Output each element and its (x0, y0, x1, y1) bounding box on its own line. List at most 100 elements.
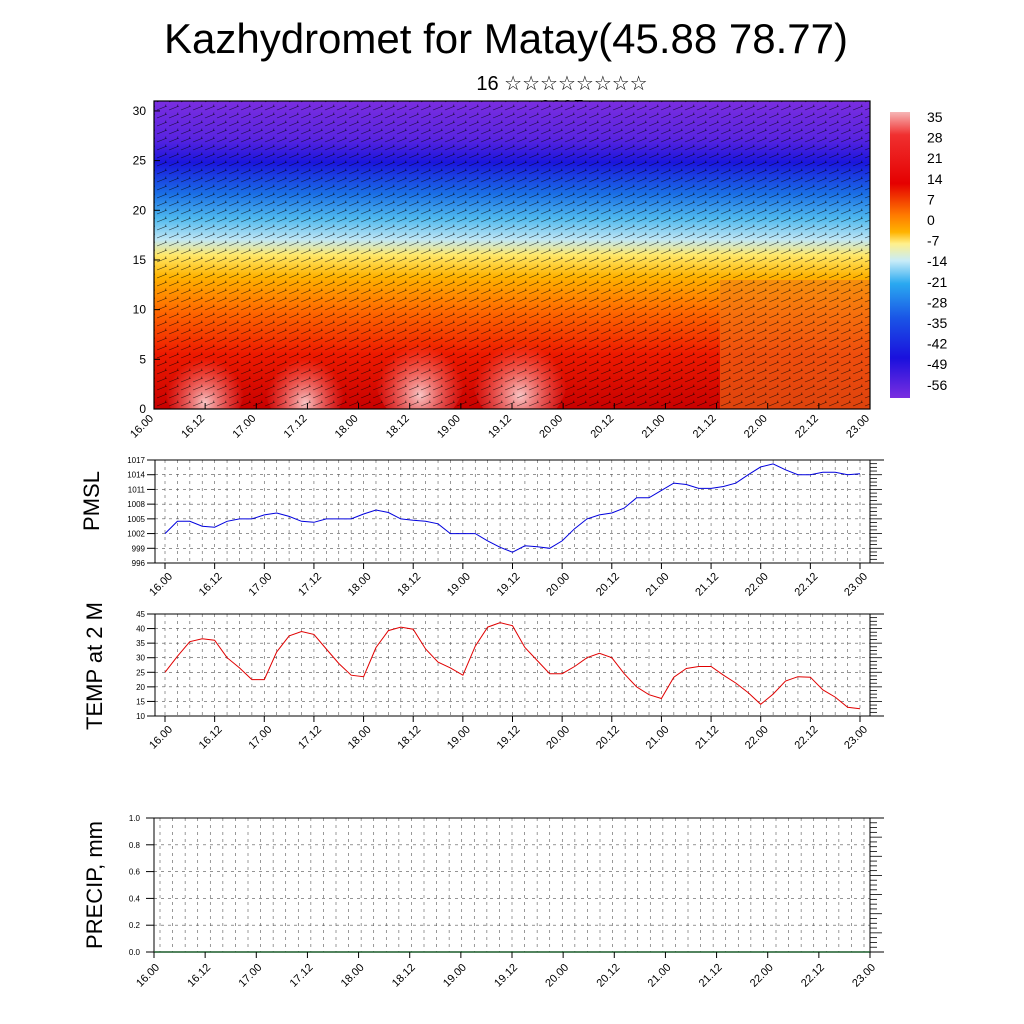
y-tick-label: 1011 (128, 485, 146, 494)
y-tick-label: 10 (136, 712, 145, 721)
x-tick-label: 23.00 (842, 571, 870, 599)
y-tick-label: 35 (136, 639, 145, 648)
y-tick-label: 1002 (127, 530, 145, 539)
x-tick-label: 23.00 (842, 724, 870, 752)
x-tick-label: 20.00 (543, 962, 571, 990)
y-tick-label: 20 (136, 683, 145, 692)
x-tick-label: 16.00 (147, 571, 175, 599)
pmsl-axis-label: PMSL (79, 471, 104, 531)
series-line (164, 622, 861, 710)
colorbar-labels: 35 28 21 14 7 0 -7 -14 -21 -28 -35 -42 -49 -56 (927, 109, 947, 393)
cross-section-x-tick-label: 21.12 (691, 413, 719, 441)
y-tick-label: 15 (136, 697, 145, 706)
y-tick-label: 0.2 (129, 921, 141, 930)
y-tick-label: 30 (136, 654, 145, 663)
x-tick-label: 22.00 (743, 724, 771, 752)
y-tick-label: 0.8 (129, 841, 141, 850)
x-tick-label: 22.12 (799, 962, 827, 990)
x-tick-label: 21.00 (644, 724, 672, 752)
colorbar-label: 35 (927, 109, 943, 125)
y-tick-label: 999 (132, 544, 146, 553)
cross-section-x-tick-label: 18.12 (384, 413, 412, 441)
cross-section-y-tick-label: 10 (133, 303, 147, 317)
x-tick-label: 21.12 (697, 962, 725, 990)
x-tick-label: 18.00 (339, 962, 367, 990)
y-tick-label: 45 (136, 610, 145, 619)
cross-section-x-tick-label: 19.12 (486, 413, 514, 441)
x-tick-label: 19.00 (445, 724, 473, 752)
precip-panel: 1.0 0.8 0.6 0.4 0.2 0.0 16.00 16.12 17.00 17.12 18… (129, 814, 884, 990)
x-tick-label: 22.12 (793, 571, 821, 599)
cross-section-x-tick-label: 16.12 (179, 413, 207, 441)
y-tick-label: 0.0 (129, 948, 141, 957)
x-tick-label: 17.12 (288, 962, 316, 990)
y-tick-label: 996 (132, 559, 146, 568)
cross-section-y-tick-label: 5 (139, 352, 146, 366)
x-tick-label: 17.00 (246, 571, 274, 599)
x-tick-label: 21.00 (646, 962, 674, 990)
x-tick-label: 21.12 (693, 724, 721, 752)
x-tick-label: 19.12 (495, 724, 523, 752)
y-tick-label: 25 (136, 668, 145, 677)
cross-section-y-tick-label: 25 (133, 154, 147, 168)
x-tick-label: 17.00 (236, 962, 264, 990)
x-tick-label: 16.12 (185, 962, 213, 990)
cross-section-x-tick-label: 20.12 (588, 413, 616, 441)
x-tick-label: 21.00 (644, 571, 672, 599)
x-tick-label: 19.12 (492, 962, 520, 990)
colorbar-label: 7 (927, 191, 935, 207)
x-tick-label: 20.12 (594, 962, 622, 990)
cross-section-y-tick-label: 15 (133, 253, 147, 267)
colorbar-label: -56 (927, 377, 947, 393)
cross-section-x-tick-label: 21.00 (640, 413, 668, 441)
x-tick-label: 18.00 (346, 724, 374, 752)
x-tick-label: 22.00 (748, 962, 776, 990)
cross-section-x-tick-label: 16.00 (128, 413, 156, 441)
x-tick-label: 17.12 (296, 571, 324, 599)
colorbar-label: 0 (927, 212, 935, 228)
x-tick-label: 19.00 (445, 571, 473, 599)
colorbar-label: -14 (927, 253, 947, 269)
colorbar-label: -49 (927, 356, 947, 372)
x-tick-label: 22.00 (743, 571, 771, 599)
cross-section-y-tick-label: 20 (133, 203, 147, 217)
cross-section-x-tick-label: 17.00 (230, 413, 258, 441)
cross-section-y-axis: 0 5 10 15 20 25 30 (133, 104, 160, 416)
x-tick-label: 20.00 (544, 724, 572, 752)
x-tick-label: 18.12 (395, 571, 423, 599)
x-tick-label: 23.00 (850, 962, 878, 990)
cross-section-x-tick-label: 19.00 (435, 413, 463, 441)
x-tick-label: 17.12 (296, 724, 324, 752)
cross-section-x-tick-label: 18.00 (333, 413, 361, 441)
colorbar: 35 28 21 14 7 0 -7 -14 -21 -28 -35 -42 -49 -56 (890, 109, 947, 398)
y-tick-label: 1014 (127, 471, 145, 480)
cross-section-plot: 0 5 10 15 20 25 30 16.00 16.12 17.00 17.12 18.00 18… (128, 100, 872, 441)
cross-section-x-tick-label: 23.00 (844, 413, 872, 441)
y-tick-label: 1005 (127, 515, 145, 524)
x-tick-label: 21.12 (693, 571, 721, 599)
x-tick-label: 16.00 (147, 724, 175, 752)
colorbar-label: -28 (927, 294, 947, 310)
x-tick-label: 19.12 (495, 571, 523, 599)
x-tick-label: 18.12 (390, 962, 418, 990)
y-tick-label: 40 (136, 625, 145, 634)
y-tick-label: 0.4 (129, 894, 141, 903)
x-tick-label: 16.12 (197, 571, 225, 599)
series-line (164, 463, 861, 553)
cross-section-y-tick-label: 0 (139, 402, 146, 416)
x-tick-label: 22.12 (793, 724, 821, 752)
temp-axis-label: TEMP at 2 M (82, 602, 107, 730)
cross-section-warm-cores (154, 101, 870, 409)
y-tick-label: 1.0 (129, 814, 141, 823)
colorbar-gradient (890, 112, 910, 398)
cross-section-x-tick-label: 20.00 (537, 413, 565, 441)
x-tick-label: 16.12 (197, 724, 225, 752)
cross-section-y-tick-label: 30 (133, 104, 147, 118)
colorbar-label: -35 (927, 315, 947, 331)
colorbar-label: -21 (927, 274, 947, 290)
x-tick-label: 19.00 (441, 962, 469, 990)
y-tick-label: 1017 (127, 456, 145, 465)
x-tick-label: 18.12 (395, 724, 423, 752)
